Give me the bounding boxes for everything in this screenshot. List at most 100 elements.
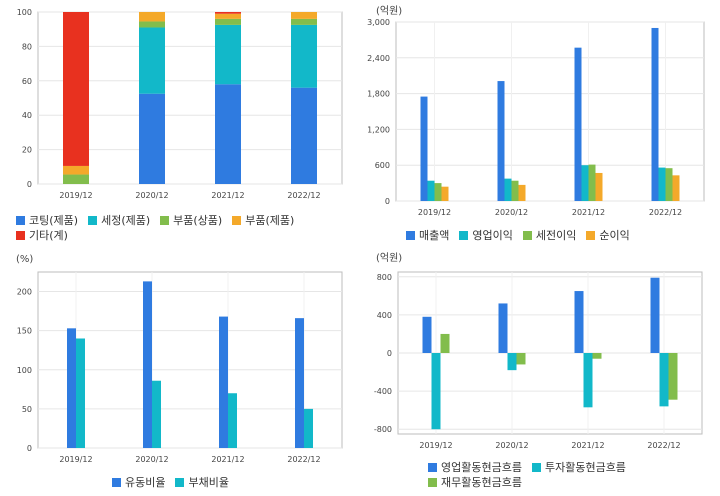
bar	[431, 353, 441, 430]
bar-segment	[63, 174, 89, 184]
bar	[672, 175, 680, 201]
bar	[427, 180, 435, 201]
x-tick-label: 2020/12	[135, 191, 168, 200]
x-tick-label: 2019/12	[59, 191, 92, 200]
bar	[665, 168, 673, 201]
bar	[504, 178, 512, 201]
plot-frame	[37, 271, 343, 449]
legend-swatch	[16, 216, 25, 225]
product-mix-chart: 0 20 40 60 80 100 2019/12 2020/12 2021/12 2022/12	[17, 8, 343, 200]
legend-entry: 기타(계)	[16, 228, 68, 243]
legend-entry: 세정(제품)	[88, 213, 150, 228]
bar	[497, 81, 505, 201]
bar	[574, 47, 582, 202]
legend-swatch	[112, 478, 121, 487]
legend-label: 기타(계)	[29, 229, 68, 242]
bar	[295, 318, 304, 448]
legend-label: 재무활동현금흐름	[441, 476, 522, 489]
bar	[581, 165, 589, 201]
legend-label: 유동비율	[125, 476, 166, 489]
bar	[67, 328, 76, 448]
bar	[650, 277, 660, 353]
unit-label: (%)	[16, 254, 33, 265]
y-tick-label: 150	[17, 327, 32, 336]
bar	[516, 353, 526, 365]
bar-segment	[291, 12, 317, 19]
legend-entry: 영업이익	[459, 228, 513, 243]
bar	[659, 353, 669, 407]
bar-segment	[215, 84, 241, 184]
legend-entry: 코팅(제품)	[16, 213, 78, 228]
ratios-panel: (%) 0 50 100 150 200 2019/12 2020/12 2021/12 2022…	[0, 248, 360, 496]
y-tick-label: 20	[22, 146, 32, 155]
legend-entry: 재무활동현금흐름	[428, 475, 522, 490]
bar	[440, 333, 450, 353]
bar-segment	[139, 21, 165, 28]
x-tick-label: 2022/12	[647, 441, 680, 450]
legend-label: 세전이익	[535, 229, 577, 242]
bar	[76, 338, 85, 448]
bar	[304, 408, 313, 448]
bar-segment	[215, 13, 241, 19]
bar	[143, 281, 152, 448]
y-tick-label: 80	[22, 42, 32, 51]
unit-label: (억원)	[376, 252, 402, 264]
legend-label: 부채비율	[188, 476, 229, 489]
x-tick-label: 2019/12	[419, 441, 452, 450]
x-tick-label: 2021/12	[572, 208, 605, 217]
x-tick-label: 2021/12	[571, 441, 604, 450]
unit-label: (억원)	[376, 5, 402, 17]
x-tick-label: 2022/12	[287, 455, 320, 464]
legend-swatch	[175, 478, 185, 487]
y-tick-label: 0	[387, 349, 392, 358]
cashflow-chart: (억원) -800 -400 0 400 800 2019/12 2020/12 2021/12…	[374, 252, 703, 450]
legend-swatch	[531, 463, 541, 472]
legend-label: 투자활동현금흐름	[544, 461, 626, 474]
bar-segment	[139, 93, 165, 184]
legend-swatch	[88, 216, 98, 225]
legend-swatch	[16, 231, 25, 240]
bar	[668, 353, 678, 400]
legend-entry: 부품(제품)	[232, 213, 294, 228]
legend-entry: 부품(상품)	[160, 213, 222, 228]
legend-label: 세정(제품)	[101, 214, 151, 227]
x-tick-label: 2022/12	[649, 208, 682, 217]
bar	[498, 303, 508, 353]
cashflow-panel: (억원) -800 -400 0 400 800 2019/12 2020/12 2021/12…	[360, 248, 720, 496]
bar-segment	[215, 18, 241, 25]
bar	[420, 96, 428, 201]
legend-entry: 투자활동현금흐름	[531, 460, 626, 475]
bar	[518, 184, 526, 201]
bar-segment	[291, 87, 317, 184]
legend-label: 영업이익	[472, 229, 513, 242]
earnings-panel: (억원) 0 600 1,200 1,800 2,400 3,000 2019/12 2020/…	[360, 0, 720, 248]
bar	[658, 167, 666, 201]
y-tick-label: 2,400	[367, 54, 390, 63]
product-mix-legend: 코팅(제품) 세정(제품) 부품(상품) 부품(제품) 기타(계)	[16, 213, 356, 243]
bar	[592, 353, 602, 359]
legend-swatch	[232, 216, 242, 225]
bar-segment	[291, 24, 317, 88]
legend-label: 영업활동현금흐름	[441, 461, 522, 474]
bar-segment	[139, 27, 165, 94]
bar	[441, 186, 449, 201]
legend-entry: 영업활동현금흐름	[428, 460, 522, 475]
y-tick-label: 400	[377, 311, 392, 320]
x-tick-label: 2021/12	[211, 191, 244, 200]
bar	[583, 353, 593, 408]
ratios-chart: (%) 0 50 100 150 200 2019/12 2020/12 2021/12 2022…	[16, 254, 343, 464]
legend-entry: 부채비율	[175, 475, 229, 490]
earnings-legend: 매출액 영업이익 세전이익 순이익	[406, 228, 716, 243]
legend-label: 부품(제품)	[245, 214, 295, 227]
product-mix-panel: 0 20 40 60 80 100 2019/12 2020/12 2021/12 2022/12…	[0, 0, 360, 248]
bar	[651, 27, 659, 201]
legend-label: 순이익	[599, 229, 630, 242]
y-tick-label: 1,800	[367, 90, 390, 99]
x-tick-label: 2021/12	[211, 455, 244, 464]
y-tick-label: 1,200	[367, 125, 390, 134]
legend-swatch	[428, 478, 437, 487]
y-tick-label: 200	[17, 288, 32, 297]
y-tick-label: 50	[22, 405, 32, 414]
bar-segment	[63, 165, 89, 175]
x-tick-label: 2020/12	[135, 455, 168, 464]
